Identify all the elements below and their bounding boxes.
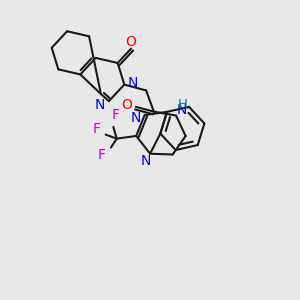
Text: H: H — [178, 98, 188, 111]
Text: O: O — [122, 98, 132, 112]
Text: N: N — [128, 76, 138, 90]
Text: F: F — [111, 108, 119, 122]
Text: F: F — [93, 122, 101, 136]
Text: N: N — [177, 103, 187, 117]
Text: N: N — [141, 154, 152, 168]
Text: F: F — [97, 148, 105, 162]
Text: N: N — [130, 111, 141, 125]
Text: N: N — [95, 98, 105, 112]
Text: O: O — [126, 35, 136, 49]
